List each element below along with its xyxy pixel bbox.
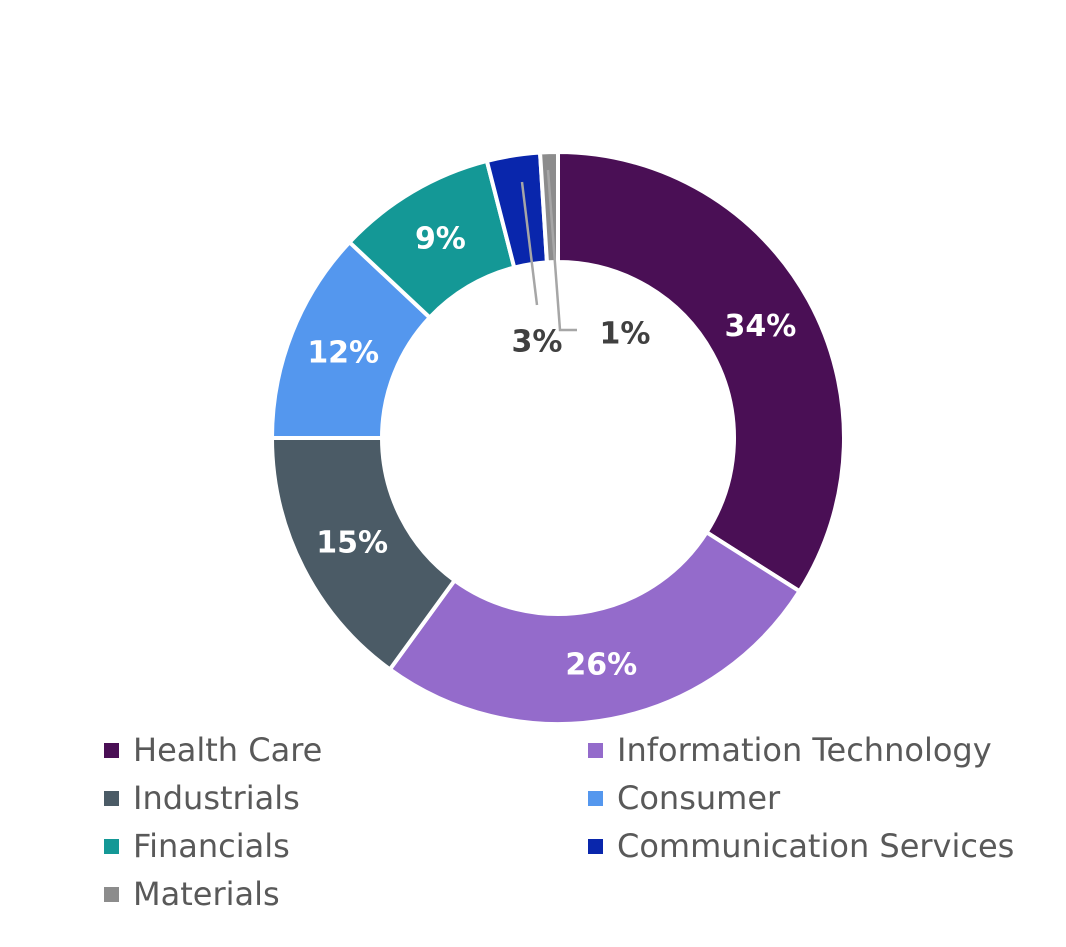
- data-label-financials: 9%: [415, 222, 466, 257]
- legend-swatch: [104, 838, 119, 854]
- data-label-industrials: 15%: [316, 525, 388, 560]
- legend-swatch: [588, 790, 603, 806]
- data-label-materials: 1%: [600, 317, 651, 352]
- legend-item-financials: Financials: [104, 824, 290, 868]
- legend-label: Industrials: [133, 779, 300, 817]
- legend-item-materials: Materials: [104, 872, 280, 916]
- legend-item-industrials: Industrials: [104, 776, 300, 820]
- donut-slice-health-care: [556, 149, 846, 595]
- donut-slice-information-technology: [387, 529, 803, 726]
- legend-label: Health Care: [133, 731, 323, 769]
- data-label-health-care: 34%: [725, 309, 797, 344]
- legend-item-consumer: Consumer: [588, 776, 780, 820]
- legend-swatch: [104, 790, 119, 806]
- leader-line-materials: [546, 169, 577, 332]
- legend-item-health-care: Health Care: [104, 728, 322, 772]
- legend-label: Materials: [133, 875, 280, 913]
- chart-legend: Health Care Information Technology Industr…: [0, 728, 1066, 928]
- legend-label: Financials: [133, 827, 290, 865]
- leader-line-communication-services: [520, 181, 539, 306]
- legend-swatch: [588, 742, 603, 758]
- legend-swatch: [588, 838, 603, 854]
- legend-label: Information Technology: [617, 731, 992, 769]
- legend-label: Consumer: [617, 779, 781, 817]
- data-label-consumer: 12%: [307, 335, 379, 370]
- legend-swatch: [104, 742, 119, 758]
- data-label-communication-services: 3%: [512, 325, 563, 360]
- legend-item-communication-services: Communication Services: [588, 824, 1014, 868]
- data-label-information-technology: 26%: [565, 647, 637, 682]
- legend-item-information-technology: Information Technology: [588, 728, 992, 772]
- legend-label: Communication Services: [617, 827, 1015, 865]
- legend-swatch: [104, 886, 119, 902]
